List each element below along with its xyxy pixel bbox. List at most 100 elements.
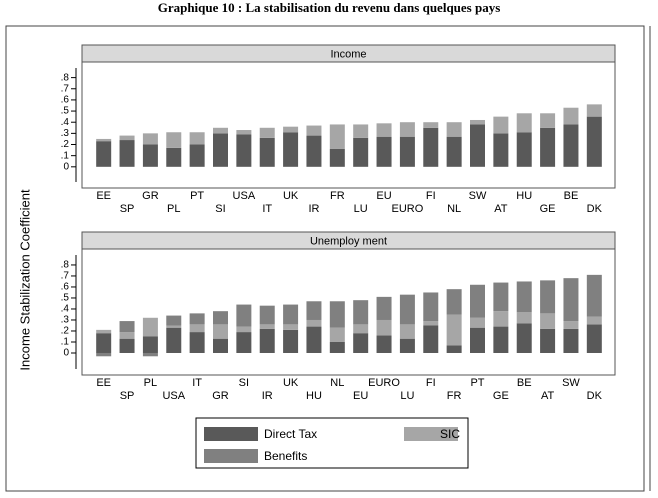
legend-swatch bbox=[204, 427, 258, 441]
y-tick-label: .7 bbox=[61, 271, 70, 282]
bar-segment bbox=[119, 338, 135, 353]
y-axis-label: Income Stabilization Coefficient bbox=[17, 189, 32, 371]
x-tick-label: SI bbox=[215, 203, 225, 215]
x-tick-label: GR bbox=[212, 390, 229, 402]
x-tick-label: EE bbox=[96, 377, 111, 389]
x-tick-label: GE bbox=[493, 390, 509, 402]
x-tick-label: UK bbox=[283, 190, 299, 202]
page-title: Graphique 10 : La stabilisation du reven… bbox=[158, 0, 501, 15]
x-tick-label: AT bbox=[494, 203, 508, 215]
x-tick-label: USA bbox=[233, 190, 256, 202]
bar-segment bbox=[470, 124, 485, 167]
bar-segment bbox=[376, 335, 392, 353]
bar-segment bbox=[236, 332, 252, 353]
x-tick-label: IT bbox=[192, 377, 202, 389]
bar-segment bbox=[259, 305, 275, 325]
bar-segment bbox=[470, 119, 485, 125]
bar-segment bbox=[353, 300, 369, 325]
bar-segment bbox=[166, 147, 182, 167]
bar-segment bbox=[283, 132, 299, 167]
bar-segment bbox=[516, 132, 532, 167]
bar-segment bbox=[306, 319, 322, 327]
bar-segment bbox=[236, 326, 252, 333]
legend-swatch bbox=[404, 427, 458, 441]
x-tick-label: SP bbox=[120, 203, 135, 215]
y-tick-label: .6 bbox=[61, 282, 70, 293]
bar-segment bbox=[586, 274, 602, 317]
x-tick-label: HU bbox=[306, 390, 322, 402]
x-tick-label: IT bbox=[262, 203, 272, 215]
bar-segment bbox=[166, 327, 182, 353]
bar-segment bbox=[353, 124, 369, 138]
bar-segment bbox=[423, 325, 439, 353]
bar-segment bbox=[166, 325, 182, 328]
bar-segment bbox=[166, 132, 182, 148]
legend-label: Benefits bbox=[264, 449, 307, 463]
x-tick-label: EE bbox=[96, 190, 111, 202]
panel-title: Income bbox=[330, 48, 366, 60]
x-tick-label: EURO bbox=[368, 377, 400, 389]
bar-segment bbox=[119, 321, 135, 333]
y-tick-label: .6 bbox=[61, 95, 70, 106]
bar-segment bbox=[306, 135, 322, 167]
y-tick-label: 0 bbox=[63, 161, 69, 172]
bar-segment bbox=[353, 137, 369, 167]
bar-segment bbox=[259, 324, 275, 329]
bar-segment bbox=[119, 332, 135, 339]
y-tick-label: .2 bbox=[61, 139, 70, 150]
x-tick-label: SI bbox=[239, 377, 249, 389]
bar-segment bbox=[446, 314, 462, 346]
y-tick-label: .2 bbox=[61, 326, 70, 337]
bar-segment bbox=[213, 311, 228, 325]
bar-segment bbox=[540, 280, 556, 314]
y-tick-label: .8 bbox=[61, 260, 70, 271]
bar-segment bbox=[329, 301, 345, 328]
bar-segment bbox=[259, 328, 275, 353]
bar-segment bbox=[189, 332, 205, 353]
y-tick-label: .5 bbox=[61, 293, 70, 304]
bar-segment bbox=[236, 130, 252, 135]
bar-segment bbox=[283, 126, 299, 133]
bar-segment bbox=[96, 329, 112, 334]
x-tick-label: EU bbox=[353, 390, 368, 402]
bar-segment bbox=[119, 140, 135, 167]
x-tick-label: FI bbox=[426, 377, 436, 389]
bar-segment bbox=[96, 352, 112, 357]
x-tick-label: UK bbox=[283, 377, 299, 389]
bar-segment bbox=[189, 132, 205, 145]
x-tick-label: PL bbox=[167, 203, 180, 215]
bar-segment bbox=[376, 123, 392, 137]
bar-segment bbox=[563, 278, 579, 322]
bar-segment bbox=[446, 122, 462, 137]
x-tick-label: FR bbox=[330, 190, 345, 202]
bar-segment bbox=[329, 148, 345, 167]
bar-segment bbox=[353, 333, 369, 353]
bar-segment bbox=[376, 319, 392, 336]
y-tick-label: .4 bbox=[61, 304, 70, 315]
bar-segment bbox=[236, 304, 252, 327]
bar-segment bbox=[493, 282, 509, 312]
bar-segment bbox=[329, 124, 345, 149]
bar-segment bbox=[306, 326, 322, 353]
x-tick-label: IR bbox=[308, 203, 319, 215]
legend-swatch bbox=[204, 449, 258, 463]
x-tick-label: BE bbox=[517, 377, 532, 389]
bar-segment bbox=[142, 317, 158, 337]
bar-segment bbox=[423, 321, 439, 326]
x-tick-label: AT bbox=[541, 390, 555, 402]
bar-segment bbox=[540, 313, 556, 329]
bar-segment bbox=[142, 336, 158, 353]
bar-segment bbox=[446, 289, 462, 315]
bar-segment bbox=[376, 296, 392, 320]
bar-segment bbox=[446, 345, 462, 353]
bar-segment bbox=[96, 138, 112, 142]
x-tick-label: SP bbox=[120, 390, 135, 402]
bar-segment bbox=[516, 113, 532, 133]
y-tick-label: .8 bbox=[61, 72, 70, 83]
bar-segment bbox=[306, 125, 322, 136]
x-tick-label: DK bbox=[587, 390, 603, 402]
bar-segment bbox=[213, 324, 228, 339]
bar-segment bbox=[142, 133, 158, 145]
